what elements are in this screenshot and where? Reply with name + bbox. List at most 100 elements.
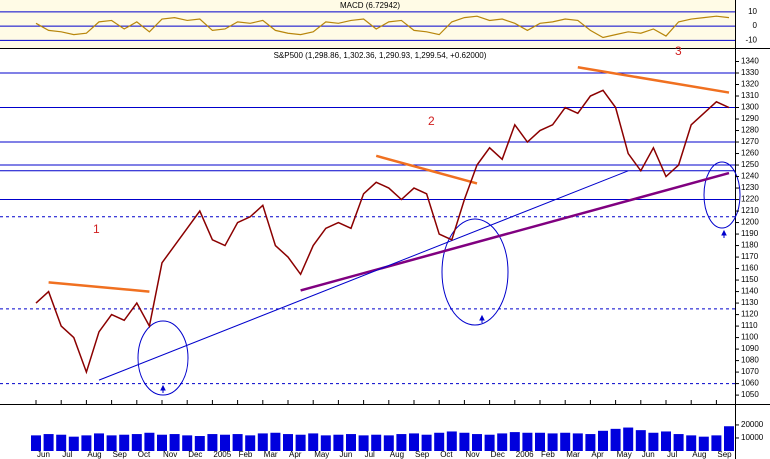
volume-bar (106, 435, 117, 451)
y-tick-label: 1060 (741, 379, 759, 388)
volume-bar (220, 434, 230, 451)
volume-bar (207, 434, 218, 451)
trendline (98, 170, 629, 381)
volume-bar (673, 434, 684, 451)
volume-bar (295, 434, 306, 451)
volume-bar (711, 435, 722, 451)
y-tick-label: 1180 (741, 241, 759, 250)
x-tick-label: Mar (566, 450, 580, 459)
volume-bar (509, 432, 520, 451)
volume-bar (43, 434, 54, 451)
volume-bar (409, 433, 419, 451)
volume-bar (635, 430, 646, 451)
x-tick-label: Nov (163, 450, 177, 459)
volume-bar (686, 435, 697, 451)
y-tick-label: 1240 (741, 172, 759, 181)
volume-bar (68, 436, 79, 451)
annotation: 2 (428, 114, 435, 128)
trendline (300, 171, 730, 292)
x-tick-label: Jul (365, 450, 375, 459)
volume-bar (459, 432, 470, 451)
volume-bar (610, 428, 621, 451)
x-tick-label: Jul (62, 450, 72, 459)
volume-bar (94, 433, 104, 451)
volume-bar (724, 426, 734, 451)
x-tick-label: Feb (239, 450, 253, 459)
x-tick-label: Aug (692, 450, 706, 459)
volume-bar (446, 431, 457, 451)
x-tick-label: Jul (667, 450, 677, 459)
volume-bar (194, 436, 205, 451)
x-tick-label: 2005 (213, 450, 231, 459)
volume-bar (648, 432, 659, 451)
y-tick-label: 20000 (741, 420, 764, 429)
volume-bar (182, 435, 193, 451)
volume-bar (434, 432, 445, 451)
volume-bar (358, 435, 369, 451)
x-tick-label: Nov (465, 450, 479, 459)
y-tick-label: -10 (745, 35, 757, 44)
y-tick-label: 1340 (741, 57, 759, 66)
x-tick-label: Dec (491, 450, 505, 459)
volume-bar (169, 434, 180, 451)
trendline (48, 281, 150, 293)
volume-bar (31, 435, 41, 451)
y-tick-label: 1280 (741, 126, 759, 135)
macd-line (35, 15, 730, 39)
y-tick-label: 1160 (741, 264, 759, 273)
volume-bar (283, 434, 293, 451)
y-tick-label: 1270 (741, 137, 759, 146)
x-tick-label: Jun (339, 450, 352, 459)
y-tick-label: 1150 (741, 275, 759, 284)
macd-title: MACD (6.72942) (340, 1, 400, 10)
volume-bar (346, 434, 356, 451)
circle-marker (137, 320, 189, 396)
x-tick-label: 2006 (516, 450, 534, 459)
price-panel (0, 50, 735, 402)
volume-bar (320, 435, 331, 451)
arrow (721, 229, 727, 238)
y-tick-label: 1260 (741, 149, 759, 158)
volume-bar (131, 434, 142, 451)
y-tick-label: 1070 (741, 367, 759, 376)
y-tick-label: 1100 (741, 333, 759, 342)
chart-title: S&P500 (1,298.86, 1,302.36, 1,290.93, 1,… (274, 51, 487, 60)
x-tick-label: Sep (113, 450, 128, 459)
x-tick-label: Apr (289, 450, 302, 459)
x-tick-label: Aug (87, 450, 101, 459)
y-tick-label: 1090 (741, 344, 759, 353)
y-tick-label: 0 (753, 21, 758, 30)
arrow (479, 314, 485, 323)
arrow (160, 384, 166, 393)
volume-bar (270, 432, 281, 451)
y-tick-label: 1050 (741, 390, 759, 399)
y-tick-label: 1170 (741, 252, 759, 261)
x-tick-label: Feb (541, 450, 555, 459)
y-tick-label: 1320 (741, 80, 759, 89)
volume-bar (661, 431, 671, 451)
x-tick-label: Sep (415, 450, 430, 459)
circle-marker (703, 161, 741, 229)
y-tick-label: 1200 (741, 218, 759, 227)
y-tick-label: 1120 (741, 310, 759, 319)
x-tick-label: Mar (264, 450, 278, 459)
y-tick-label: 1130 (741, 298, 759, 307)
x-tick-label: Apr (591, 450, 604, 459)
volume-bar (547, 433, 558, 451)
volume-bar (56, 434, 67, 451)
volume-bar (585, 434, 596, 451)
y-tick-label: 1330 (741, 68, 759, 77)
x-tick-label: Jun (642, 450, 655, 459)
x-tick-label: May (314, 450, 329, 459)
x-tick-label: Oct (138, 450, 151, 459)
volume-bar (257, 433, 268, 451)
x-tick-label: Dec (188, 450, 202, 459)
annotation: 3 (675, 44, 682, 58)
y-tick-label: 1210 (741, 206, 759, 215)
y-tick-label: 1250 (741, 160, 759, 169)
volume-bar (623, 427, 634, 451)
y-tick-label: 1080 (741, 356, 759, 365)
y-tick-label: 10000 (741, 433, 764, 442)
volume-bar (472, 434, 482, 451)
